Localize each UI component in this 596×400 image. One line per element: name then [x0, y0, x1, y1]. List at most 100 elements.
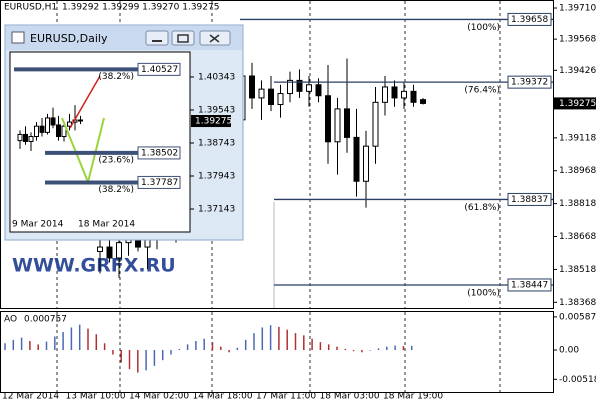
candle-body	[277, 93, 284, 106]
window-title: EURUSD,Daily	[30, 32, 108, 45]
ao-frame	[0, 311, 554, 393]
fib-percent: (100%)	[467, 288, 500, 298]
fib-percent: (23.6%)	[98, 155, 134, 165]
fib-price-box	[137, 175, 181, 189]
candle-body	[391, 86, 398, 99]
fib-price: 1.38502	[141, 148, 178, 158]
last-price: 1.39275	[195, 117, 232, 127]
candle-body	[325, 95, 331, 143]
candle-body	[306, 84, 312, 92]
x-tick-label: 13 Mar 10:00	[66, 392, 126, 400]
y-tick-label: 1.38518	[559, 265, 596, 275]
candle-body	[17, 133, 23, 142]
main-frame	[0, 0, 554, 309]
fib-price-box	[507, 278, 552, 292]
y-tick-label: 1.39543	[198, 105, 235, 115]
y-tick-label: 0.00	[559, 346, 579, 356]
fib-price-box	[507, 75, 552, 89]
candle-body	[106, 246, 113, 259]
window-minimize-button[interactable]	[145, 30, 169, 46]
y-tick-label: 1.38668	[559, 232, 596, 242]
candle-body	[97, 246, 103, 252]
candle-body	[315, 84, 322, 97]
candle-body	[28, 136, 34, 142]
y-tick-label: 1.38368	[559, 298, 596, 308]
candle-body	[268, 88, 274, 106]
x-tick-label: 14 Mar 02:00	[129, 392, 189, 400]
fib-percent: (100%)	[467, 23, 500, 33]
x-tick-label: 14 Mar 18:00	[193, 392, 253, 400]
candle-body	[116, 242, 122, 259]
candle-body	[50, 117, 56, 126]
y-tick-label: 1.39426	[559, 66, 596, 76]
last-price: 1.39275	[559, 99, 596, 109]
fib-price-box	[507, 12, 552, 26]
candle-body	[420, 99, 426, 104]
candle-body	[296, 79, 303, 92]
last-price-box	[554, 97, 596, 110]
window-maximize-button[interactable]	[171, 30, 195, 46]
fib-price: 1.38837	[511, 195, 548, 205]
fib-percent: (38.2%)	[98, 185, 134, 195]
y-tick-label: 1.37943	[198, 172, 235, 182]
y-tick-label: -0.005189	[559, 375, 596, 385]
candle-body	[363, 145, 369, 182]
candle-body	[372, 101, 379, 147]
close-glyph	[209, 34, 220, 43]
candle-body	[61, 125, 67, 138]
ao-title: AO	[4, 315, 17, 325]
x-tick-label: 18 Mar 19:00	[383, 392, 443, 400]
x-tick-label: 17 Mar 11:00	[256, 392, 316, 400]
fib-price: 1.39658	[511, 15, 548, 25]
y-tick-label: 1.39568	[559, 35, 596, 45]
watermark: WWW.GRFX.RU	[12, 255, 176, 277]
chart-title: EURUSD,H1	[4, 3, 57, 13]
candle-body	[334, 108, 341, 143]
fib-percent: (61.8%)	[464, 203, 500, 213]
x-tick-label: 9 Mar 2014	[12, 220, 64, 230]
candle-body	[23, 133, 28, 142]
candle-body	[249, 75, 255, 99]
candle-body	[34, 125, 39, 138]
max-glyph	[177, 34, 189, 43]
candle-body	[382, 86, 388, 103]
fib-price: 1.38447	[511, 280, 548, 290]
y-tick-label: 1.39118	[559, 133, 596, 143]
y-tick-label: 1.38818	[559, 199, 596, 209]
ao-value: 0.000757	[24, 315, 67, 325]
candle-body	[410, 90, 417, 103]
y-tick-label: 1.38968	[559, 166, 596, 176]
candle-body	[78, 119, 83, 122]
candle-body	[401, 90, 407, 99]
window-icon	[11, 31, 25, 44]
fib-price-box	[137, 62, 181, 76]
x-tick-label: 18 Mar 2014	[78, 220, 135, 230]
y-tick-label: 0.00587	[559, 312, 596, 322]
fib-price: 1.39372	[511, 78, 548, 88]
inset-plot	[9, 51, 191, 233]
fib-price: 1.40527	[141, 65, 178, 75]
last-price-box	[191, 115, 231, 128]
y-tick-label: 1.38743	[198, 138, 235, 148]
candle-body	[45, 117, 50, 133]
fib-price: 1.37787	[141, 178, 178, 188]
y-tick-label: 1.40343	[198, 72, 235, 82]
candle-body	[39, 125, 45, 133]
candle-body	[287, 79, 293, 95]
candle-body	[353, 136, 360, 182]
x-tick-label: 12 Mar 2014	[2, 392, 59, 400]
y-tick-label: 1.39710	[559, 4, 596, 14]
fib-price-box	[507, 192, 552, 206]
quote: 1.39292 1.39299 1.39270 1.39275	[62, 3, 219, 13]
candle-body	[344, 108, 350, 138]
trend-up	[69, 75, 101, 129]
fib-percent: (76.4%)	[464, 86, 500, 96]
y-tick-label: 1.37143	[198, 205, 235, 215]
fib-percent: (38.2%)	[98, 72, 134, 82]
x-tick-label: 18 Mar 03:00	[320, 392, 380, 400]
candle-body	[258, 88, 265, 99]
fib-price-box	[137, 146, 181, 160]
candle-body	[56, 124, 61, 138]
